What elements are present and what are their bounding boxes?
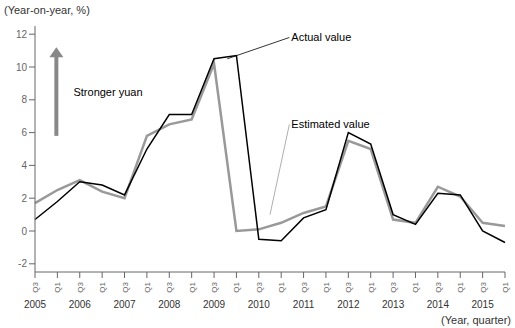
svg-text:Q1: Q1 [501, 281, 510, 292]
svg-text:10: 10 [16, 62, 28, 73]
svg-text:2011: 2011 [293, 299, 315, 310]
svg-text:Q3: Q3 [479, 281, 488, 292]
svg-text:2009: 2009 [203, 299, 226, 310]
svg-text:Q1: Q1 [456, 281, 465, 292]
svg-text:Q1: Q1 [188, 281, 197, 292]
svg-text:Q3: Q3 [344, 281, 353, 292]
svg-text:Q3: Q3 [31, 281, 40, 292]
svg-text:Q1: Q1 [277, 281, 286, 292]
svg-text:Estimated value: Estimated value [291, 118, 369, 130]
svg-text:Q1: Q1 [143, 281, 152, 292]
svg-text:Q1: Q1 [53, 281, 62, 292]
svg-text:Q3: Q3 [255, 281, 264, 292]
svg-text:4: 4 [21, 160, 27, 171]
svg-text:Q3: Q3 [165, 281, 174, 292]
svg-text:2007: 2007 [113, 299, 136, 310]
svg-text:Q1: Q1 [411, 281, 420, 292]
svg-text:Q1: Q1 [232, 281, 241, 292]
svg-text:(Year, quarter): (Year, quarter) [441, 314, 511, 326]
svg-text:6: 6 [21, 127, 27, 138]
svg-text:Q3: Q3 [434, 281, 443, 292]
svg-text:Q3: Q3 [389, 281, 398, 292]
svg-text:(Year-on-year, %): (Year-on-year, %) [4, 4, 90, 16]
svg-text:2015: 2015 [471, 299, 494, 310]
svg-text:8: 8 [21, 94, 27, 105]
svg-text:Q1: Q1 [367, 281, 376, 292]
svg-text:Q3: Q3 [210, 281, 219, 292]
svg-text:Stronger yuan: Stronger yuan [73, 86, 142, 98]
svg-text:2012: 2012 [337, 299, 360, 310]
svg-text:Actual value: Actual value [291, 31, 351, 43]
svg-text:Q3: Q3 [121, 281, 130, 292]
svg-text:0: 0 [21, 226, 27, 237]
svg-text:Q1: Q1 [98, 281, 107, 292]
svg-text:Q1: Q1 [322, 281, 331, 292]
svg-text:Q3: Q3 [300, 281, 309, 292]
svg-text:2014: 2014 [427, 299, 450, 310]
svg-text:2: 2 [21, 193, 27, 204]
svg-text:12: 12 [16, 29, 28, 40]
svg-text:2010: 2010 [248, 299, 271, 310]
svg-text:2006: 2006 [69, 299, 92, 310]
svg-text:2013: 2013 [382, 299, 405, 310]
svg-text:2005: 2005 [24, 299, 47, 310]
svg-text:2008: 2008 [158, 299, 181, 310]
svg-text:-2: -2 [18, 258, 27, 269]
svg-text:Q3: Q3 [76, 281, 85, 292]
